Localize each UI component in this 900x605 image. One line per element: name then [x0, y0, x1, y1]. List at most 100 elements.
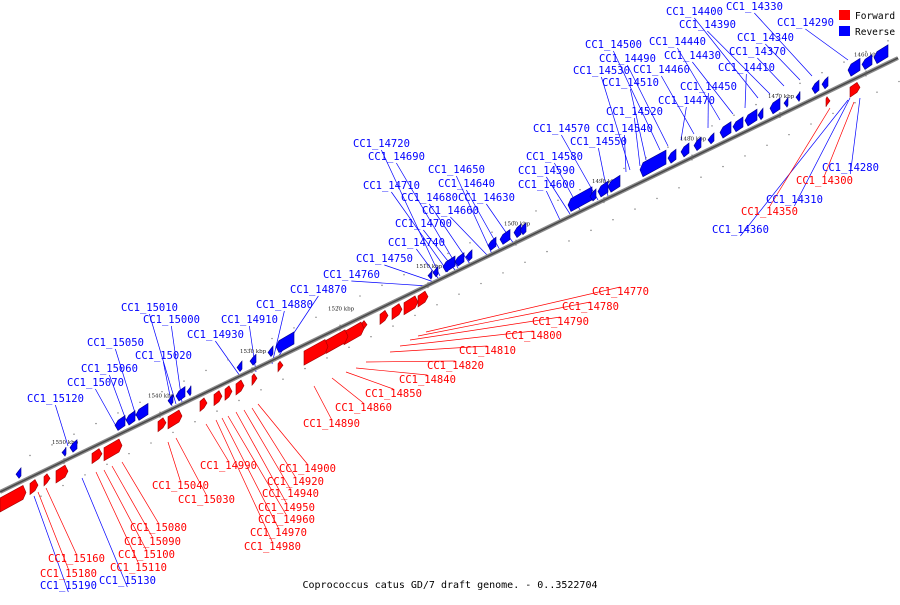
reverse-gene-label[interactable]: CC1_14910: [221, 314, 278, 326]
forward-gene-f5: [380, 310, 388, 324]
reverse-gene-label[interactable]: CC1_14630: [458, 192, 515, 204]
tick-label: 1530 kbp: [240, 349, 267, 355]
forward-gene-f16: [168, 410, 182, 429]
forward-gene-label[interactable]: CC1_14890: [303, 418, 360, 430]
forward-gene-label[interactable]: CC1_14960: [258, 514, 315, 526]
reverse-gene-label[interactable]: CC1_14550: [570, 136, 627, 148]
reverse-gene-label[interactable]: CC1_14290: [777, 17, 834, 29]
reverse-gene-label[interactable]: CC1_14720: [353, 138, 410, 150]
forward-gene-label[interactable]: CC1_15030: [178, 494, 235, 506]
reverse-gene-label[interactable]: CC1_14700: [395, 218, 452, 230]
reverse-gene-r15: [668, 149, 676, 163]
reverse-gene-label[interactable]: CC1_14500: [585, 39, 642, 51]
reverse-gene-label[interactable]: CC1_14470: [658, 95, 715, 107]
reverse-gene-label[interactable]: CC1_15060: [81, 363, 138, 375]
forward-gene-label[interactable]: CC1_14920: [267, 476, 324, 488]
reverse-gene-label[interactable]: CC1_14440: [649, 36, 706, 48]
forward-gene-f19: [92, 449, 102, 464]
reverse-gene-label[interactable]: CC1_14870: [290, 284, 347, 296]
forward-gene-label[interactable]: CC1_14950: [258, 502, 315, 514]
reverse-gene-r32: [250, 354, 256, 365]
reverse-gene-label[interactable]: CC1_14930: [187, 329, 244, 341]
leader-line-cc1_14850: [346, 372, 393, 389]
forward-gene-label[interactable]: CC1_14770: [592, 286, 649, 298]
reverse-gene-label[interactable]: CC1_14330: [726, 1, 783, 13]
leader-line-cc1_14410: [745, 74, 746, 108]
reverse-gene-label[interactable]: CC1_14660: [422, 205, 479, 217]
forward-gene-label[interactable]: CC1_15080: [130, 522, 187, 534]
forward-gene-label[interactable]: CC1_14940: [262, 488, 319, 500]
forward-gene-label[interactable]: CC1_14300: [796, 175, 853, 187]
reverse-gene-label[interactable]: CC1_14640: [438, 178, 495, 190]
reverse-gene-r41: [62, 447, 66, 456]
reverse-gene-label[interactable]: CC1_14740: [388, 237, 445, 249]
forward-gene-label[interactable]: CC1_14800: [505, 330, 562, 342]
forward-gene-f10: [278, 361, 283, 371]
reverse-gene-label[interactable]: CC1_14410: [718, 62, 775, 74]
forward-gene-f1: [826, 97, 830, 107]
reverse-gene-label[interactable]: CC1_14580: [526, 151, 583, 163]
reverse-gene-label[interactable]: CC1_14390: [679, 19, 736, 31]
forward-gene-label[interactable]: CC1_14350: [741, 206, 798, 218]
reverse-gene-r18: [608, 175, 620, 192]
reverse-gene-label[interactable]: CC1_14590: [518, 165, 575, 177]
reverse-gene-label[interactable]: CC1_14540: [596, 123, 653, 135]
forward-gene-label[interactable]: CC1_15110: [110, 562, 167, 574]
reverse-gene-label[interactable]: CC1_14430: [664, 50, 721, 62]
reverse-gene-r33: [237, 361, 242, 371]
forward-gene-label[interactable]: CC1_15180: [40, 568, 97, 580]
reverse-gene-label[interactable]: CC1_14690: [368, 151, 425, 163]
forward-gene-label[interactable]: CC1_15040: [152, 480, 209, 492]
legend: Forward Reverse: [839, 10, 895, 38]
reverse-gene-label[interactable]: CC1_15120: [27, 393, 84, 405]
reverse-gene-label[interactable]: CC1_14490: [599, 53, 656, 65]
forward-gene-label[interactable]: CC1_14810: [459, 345, 516, 357]
reverse-gene-label[interactable]: CC1_14310: [766, 194, 823, 206]
reverse-gene-label[interactable]: CC1_14760: [323, 269, 380, 281]
forward-gene-label[interactable]: CC1_14900: [279, 463, 336, 475]
forward-gene-label[interactable]: CC1_15160: [48, 553, 105, 565]
forward-gene-label[interactable]: CC1_14850: [365, 388, 422, 400]
reverse-gene-label[interactable]: CC1_15000: [143, 314, 200, 326]
reverse-gene-r9: [745, 109, 757, 126]
reverse-gene-label[interactable]: CC1_15130: [99, 575, 156, 587]
reverse-gene-label[interactable]: CC1_15010: [121, 302, 178, 314]
reverse-gene-label[interactable]: CC1_14530: [573, 65, 630, 77]
forward-gene-label[interactable]: CC1_14990: [200, 460, 257, 472]
reverse-gene-label[interactable]: CC1_14520: [606, 106, 663, 118]
reverse-gene-r42: [16, 468, 21, 478]
reverse-gene-label[interactable]: CC1_14880: [256, 299, 313, 311]
legend-reverse-swatch: [839, 26, 850, 36]
reverse-gene-label[interactable]: CC1_14750: [356, 253, 413, 265]
reverse-gene-label[interactable]: CC1_14460: [633, 64, 690, 76]
reverse-gene-label[interactable]: CC1_14400: [666, 6, 723, 18]
reverse-gene-label[interactable]: CC1_14570: [533, 123, 590, 135]
reverse-gene-label[interactable]: CC1_14340: [737, 32, 794, 44]
reverse-gene-label[interactable]: CC1_15050: [87, 337, 144, 349]
reverse-gene-label[interactable]: CC1_14650: [428, 164, 485, 176]
reverse-gene-label[interactable]: CC1_14360: [712, 224, 769, 236]
reverse-gene-r29: [428, 270, 432, 279]
reverse-gene-label[interactable]: CC1_14510: [602, 77, 659, 89]
reverse-gene-label[interactable]: CC1_14370: [729, 46, 786, 58]
forward-gene-f11: [252, 374, 257, 385]
reverse-gene-label[interactable]: CC1_15070: [67, 377, 124, 389]
forward-gene-label[interactable]: CC1_14790: [532, 316, 589, 328]
reverse-gene-r38: [126, 411, 135, 425]
reverse-gene-label[interactable]: CC1_14680: [401, 192, 458, 204]
reverse-gene-label[interactable]: CC1_15020: [135, 350, 192, 362]
forward-gene-label[interactable]: CC1_14820: [427, 360, 484, 372]
forward-gene-label[interactable]: CC1_14980: [244, 541, 301, 553]
reverse-gene-label[interactable]: CC1_14280: [822, 162, 879, 174]
reverse-gene-label[interactable]: CC1_15190: [40, 580, 97, 592]
forward-gene-label[interactable]: CC1_14840: [399, 374, 456, 386]
forward-gene-label[interactable]: CC1_15090: [124, 536, 181, 548]
reverse-gene-label[interactable]: CC1_14710: [363, 180, 420, 192]
reverse-gene-label[interactable]: CC1_14450: [680, 81, 737, 93]
reverse-gene-r27: [443, 256, 455, 272]
forward-gene-label[interactable]: CC1_14970: [250, 527, 307, 539]
forward-gene-label[interactable]: CC1_14780: [562, 301, 619, 313]
forward-gene-label[interactable]: CC1_14860: [335, 402, 392, 414]
reverse-gene-label[interactable]: CC1_14600: [518, 179, 575, 191]
forward-gene-label[interactable]: CC1_15100: [118, 549, 175, 561]
